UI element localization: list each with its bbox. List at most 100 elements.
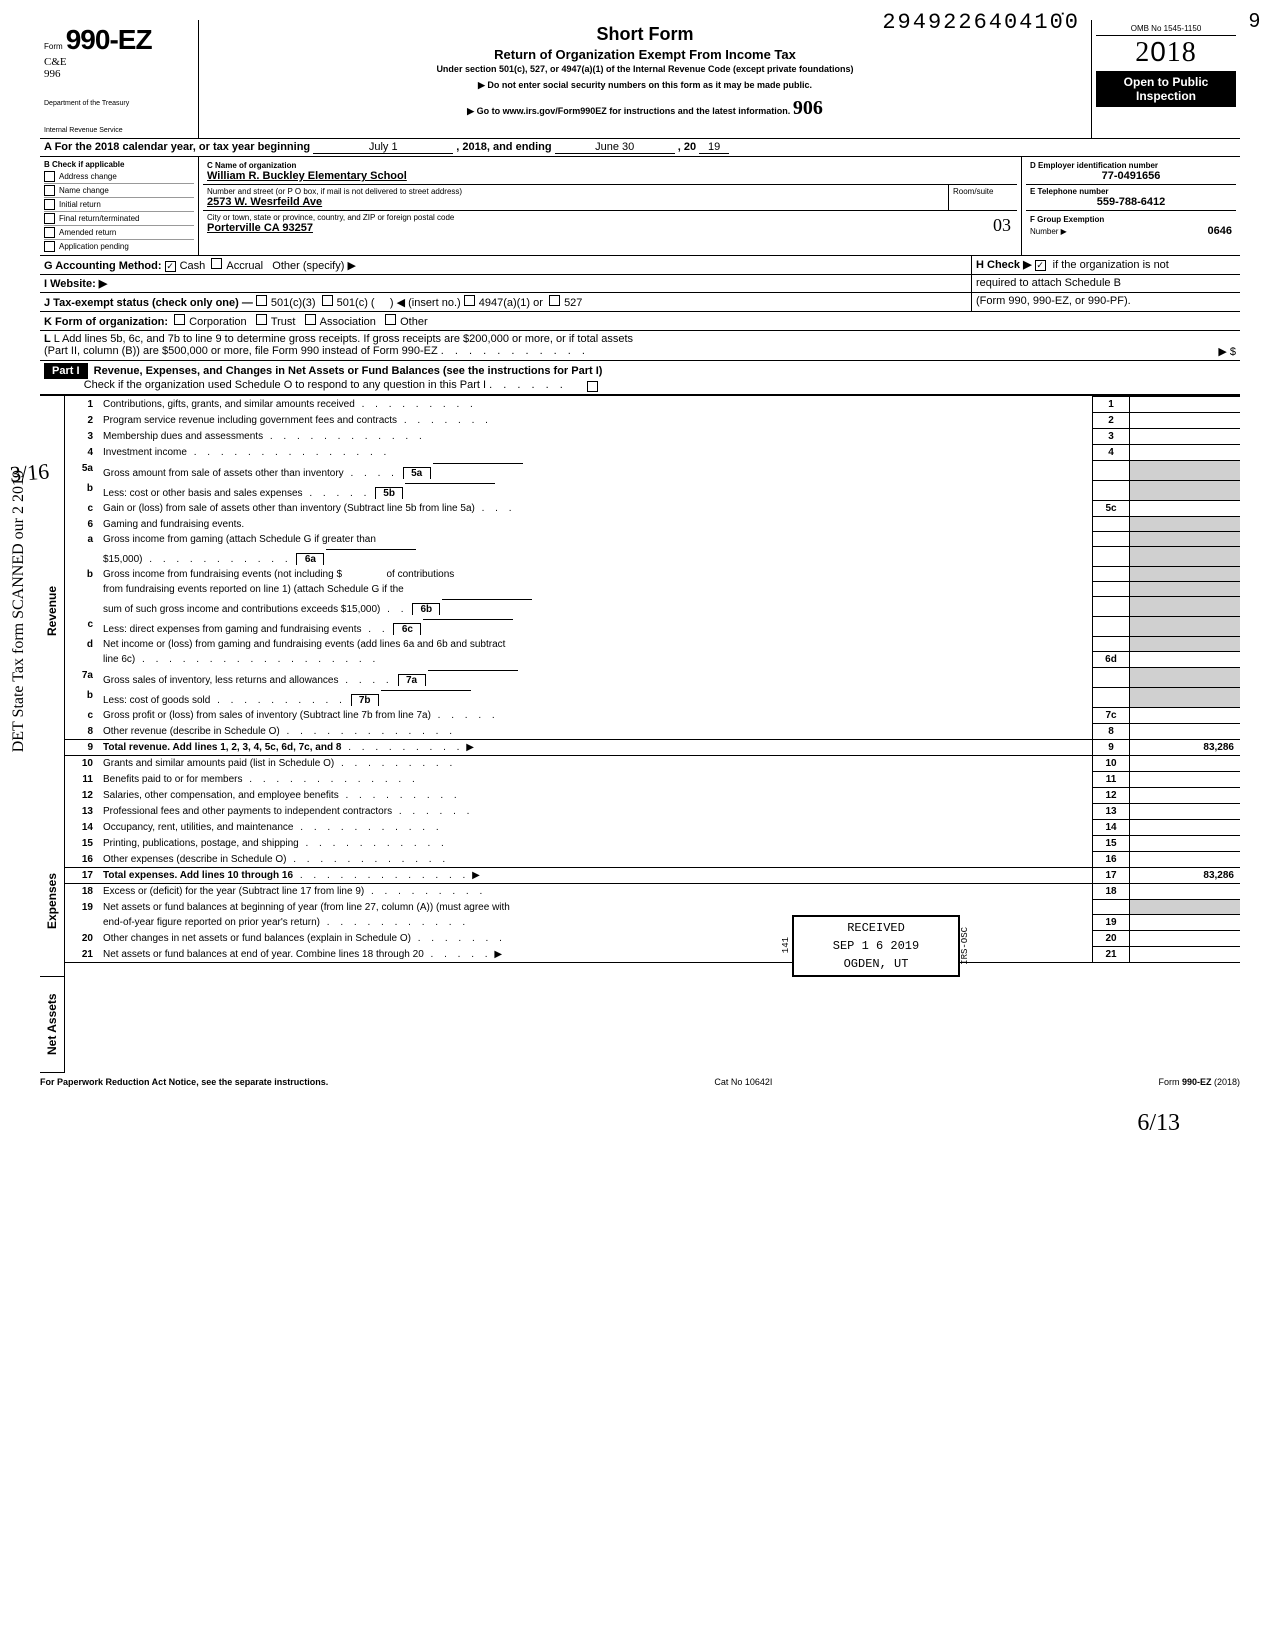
l7c: Gross profit or (loss) from sales of inv… xyxy=(103,710,431,721)
j-chk-e[interactable] xyxy=(549,295,560,306)
amt-4[interactable] xyxy=(1130,445,1241,461)
b-item-0[interactable]: Address change xyxy=(44,170,194,184)
form-number: 990-EZ xyxy=(66,24,152,55)
l7a: Gross sales of inventory, less returns a… xyxy=(103,675,338,686)
l6: Gaming and fundraising events. xyxy=(99,517,1093,532)
city-val[interactable]: Porterville CA 93257 xyxy=(207,222,1013,234)
addr-val[interactable]: 2573 W. Wesrfeild Ave xyxy=(207,196,944,208)
form-box: Form 990-EZ C&E 996 Department of the Tr… xyxy=(40,20,199,138)
amt-18[interactable] xyxy=(1130,884,1241,900)
e-val[interactable]: 559-788-6412 xyxy=(1030,196,1232,208)
open-public: Open to Public Inspection xyxy=(1096,71,1236,107)
amt-10[interactable] xyxy=(1130,756,1241,772)
f-val[interactable]: 0646 xyxy=(1208,225,1232,237)
main-grid: Revenue Expenses Net Assets 1Contributio… xyxy=(40,395,1240,1073)
h-2: required to attach Schedule B xyxy=(971,275,1240,292)
b-item-3[interactable]: Final return/terminated xyxy=(44,212,194,226)
j-chk-b[interactable] xyxy=(322,295,333,306)
header: Form 990-EZ C&E 996 Department of the Tr… xyxy=(40,20,1240,139)
amt-8[interactable] xyxy=(1130,724,1241,740)
amt-9[interactable]: 83,286 xyxy=(1130,740,1241,756)
stamp-t2: SEP 1 6 2019 xyxy=(796,937,956,955)
k-chk-d[interactable] xyxy=(385,314,396,325)
checkbox-icon[interactable] xyxy=(44,185,55,196)
d-val[interactable]: 77-0491656 xyxy=(1030,170,1232,182)
amt-2[interactable] xyxy=(1130,413,1241,429)
k-a: Corporation xyxy=(189,316,246,328)
checkbox-icon[interactable] xyxy=(44,171,55,182)
org-name[interactable]: William R. Buckley Elementary School xyxy=(207,170,1013,182)
j-c: ) ◀ (insert no.) xyxy=(390,297,461,309)
checkbox-icon[interactable] xyxy=(44,241,55,252)
amt-1[interactable] xyxy=(1130,397,1241,413)
amt-19[interactable] xyxy=(1130,915,1241,931)
j-chk-a[interactable] xyxy=(256,295,267,306)
amt-11[interactable] xyxy=(1130,772,1241,788)
amt-5c[interactable] xyxy=(1130,501,1241,517)
b-item-4[interactable]: Amended return xyxy=(44,226,194,240)
h-1b: if the organization is not xyxy=(1053,259,1169,271)
received-stamp: RECEIVED SEP 1 6 2019 OGDEN, UT 141 IRS-… xyxy=(792,915,960,977)
a-yr[interactable]: 19 xyxy=(699,141,729,154)
form-label: Form xyxy=(44,42,63,51)
checkbox-icon[interactable] xyxy=(44,227,55,238)
part1-checkbox[interactable] xyxy=(587,381,598,392)
checkbox-icon[interactable] xyxy=(44,199,55,210)
bcdef-block: B Check if applicable Address change Nam… xyxy=(40,157,1240,256)
col-c: C Name of organization William R. Buckle… xyxy=(199,157,1021,255)
stamp-code: 141 xyxy=(780,937,794,953)
cash-checkbox[interactable]: ✓ xyxy=(165,261,176,272)
f-label2: Number ▶ xyxy=(1030,227,1067,236)
l10: Grants and similar amounts paid (list in… xyxy=(103,758,334,769)
b-item-1[interactable]: Name change xyxy=(44,184,194,198)
amt-16[interactable] xyxy=(1130,852,1241,868)
a-yrp: , 20 xyxy=(678,141,696,153)
l19b: end-of-year figure reported on prior yea… xyxy=(103,917,320,928)
footer-right: Form 990-EZ (2018) xyxy=(1158,1077,1240,1087)
part1-label: Part I xyxy=(44,363,88,379)
e-label: E Telephone number xyxy=(1030,187,1232,196)
stamp-t3: OGDEN, UT xyxy=(796,955,956,973)
amt-12[interactable] xyxy=(1130,788,1241,804)
g-cash: Cash xyxy=(180,260,206,272)
stamp-t1: RECEIVED xyxy=(796,919,956,937)
b-label: B Check if applicable xyxy=(44,159,194,170)
j-d: 4947(a)(1) or xyxy=(479,297,543,309)
amt-6d[interactable] xyxy=(1130,652,1241,668)
accrual-checkbox[interactable] xyxy=(211,258,222,269)
amt-17[interactable]: 83,286 xyxy=(1130,868,1241,884)
l15: Printing, publications, postage, and shi… xyxy=(103,838,299,849)
part1-header: Part I Revenue, Expenses, and Changes in… xyxy=(40,361,1240,395)
l8: Other revenue (describe in Schedule O) xyxy=(103,726,280,737)
k-chk-a[interactable] xyxy=(174,314,185,325)
amt-14[interactable] xyxy=(1130,820,1241,836)
amt-20[interactable] xyxy=(1130,931,1241,947)
dept2: Internal Revenue Service xyxy=(44,127,194,134)
label-netassets: Net Assets xyxy=(40,977,64,1073)
amt-21[interactable] xyxy=(1130,947,1241,963)
l5a: Gross amount from sale of assets other t… xyxy=(103,468,344,479)
part1-check: Check if the organization used Schedule … xyxy=(84,379,486,391)
amt-7c[interactable] xyxy=(1130,708,1241,724)
k-chk-b[interactable] xyxy=(256,314,267,325)
b-item-5[interactable]: Application pending xyxy=(44,240,194,253)
l7b: Less: cost of goods sold xyxy=(103,695,210,706)
a-begin[interactable]: July 1 xyxy=(313,141,453,154)
label-expenses: Expenses xyxy=(40,826,64,977)
l6a2: $15,000) xyxy=(103,554,142,565)
tax-year: 2018 xyxy=(1096,36,1236,69)
g-other: Other (specify) ▶ xyxy=(272,260,356,272)
checkbox-icon[interactable] xyxy=(44,213,55,224)
amt-13[interactable] xyxy=(1130,804,1241,820)
k-b: Trust xyxy=(271,316,296,328)
amt-3[interactable] xyxy=(1130,429,1241,445)
j-chk-d[interactable] xyxy=(464,295,475,306)
h-checkbox[interactable]: ✓ xyxy=(1035,260,1046,271)
k-chk-c[interactable] xyxy=(305,314,316,325)
amt-15[interactable] xyxy=(1130,836,1241,852)
hand-906: 906 xyxy=(793,97,823,119)
h-1: H Check ▶ xyxy=(976,259,1032,271)
b-item-2[interactable]: Initial return xyxy=(44,198,194,212)
label-revenue: Revenue xyxy=(40,396,64,826)
a-end[interactable]: June 30 xyxy=(555,141,675,154)
